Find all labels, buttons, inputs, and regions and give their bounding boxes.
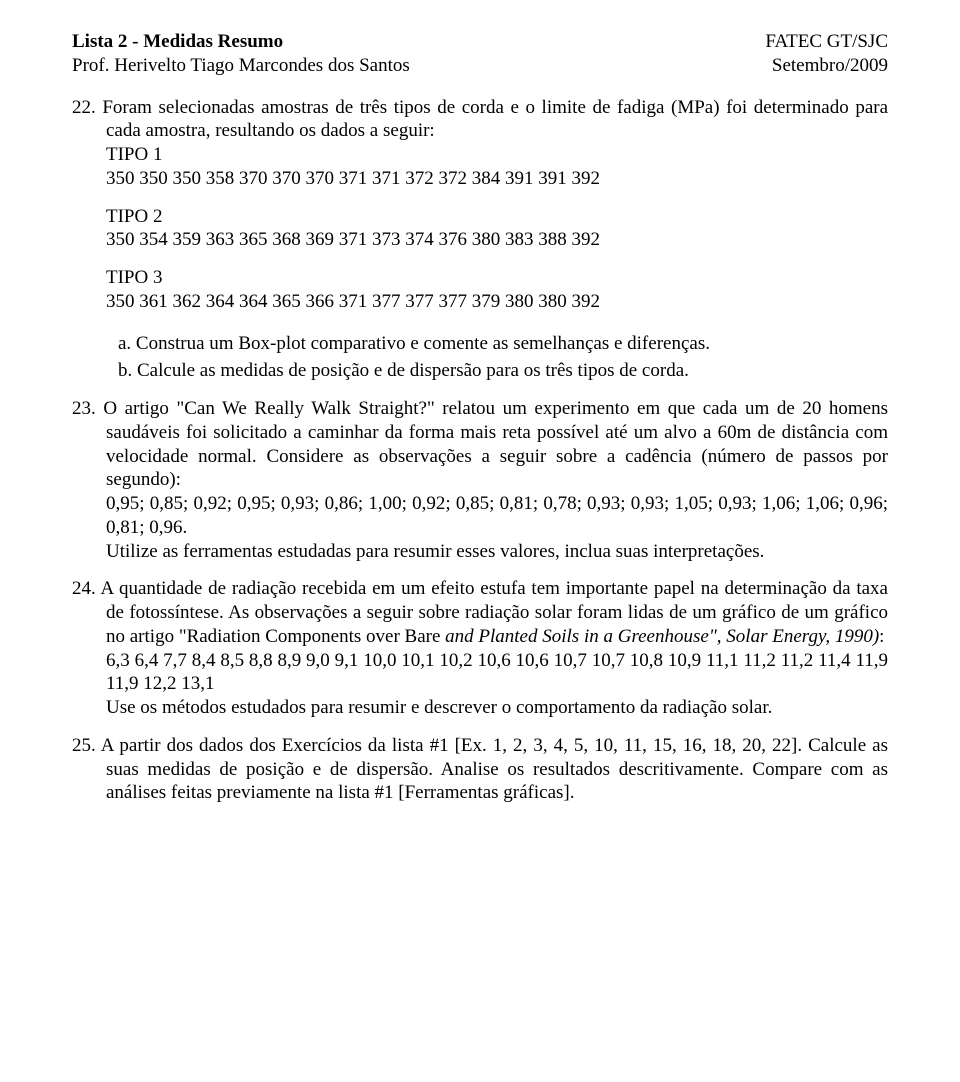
q22-tipo1-data: 350 350 350 358 370 370 370 371 371 372 … [72,167,888,191]
question-23: 23. O artigo "Can We Really Walk Straigh… [72,397,888,563]
q22-tipo3-data: 350 361 362 364 364 365 366 371 377 377 … [72,290,888,314]
q23-instruction: Utilize as ferramentas estudadas para re… [72,540,888,564]
q24-body: 24. A quantidade de radiação recebida em… [72,577,888,648]
q22-tipo3-label: TIPO 3 [72,266,888,290]
q25-body: 25. A partir dos dados dos Exercícios da… [72,734,888,805]
header-institution: FATEC GT/SJC [765,30,888,54]
q22-item-b: b. Calcule as medidas de posição e de di… [72,359,888,383]
question-25: 25. A partir dos dados dos Exercícios da… [72,734,888,805]
q22-number: 22. [72,97,96,118]
q24-p1c: : [879,626,884,647]
q22-intro-text: Foram selecionadas amostras de três tipo… [102,97,888,142]
header-author: Prof. Herivelto Tiago Marcondes dos Sant… [72,54,410,78]
q22-intro: 22. Foram selecionadas amostras de três … [72,96,888,144]
document-page: Lista 2 - Medidas Resumo Prof. Herivelto… [0,0,960,849]
q24-p1b: and Planted Soils in a Greenhouse", Sola… [445,626,879,647]
q23-data: 0,95; 0,85; 0,92; 0,95; 0,93; 0,86; 1,00… [72,492,888,540]
page-header: Lista 2 - Medidas Resumo Prof. Herivelto… [72,30,888,78]
q22-tipo1-label: TIPO 1 [72,143,888,167]
q22-tipo2-data: 350 354 359 363 365 368 369 371 373 374 … [72,228,888,252]
header-date: Setembro/2009 [772,54,888,78]
question-24: 24. A quantidade de radiação recebida em… [72,577,888,720]
q23-number: 23. [72,398,96,419]
question-list: 22. Foram selecionadas amostras de três … [72,96,888,806]
question-22: 22. Foram selecionadas amostras de três … [72,96,888,384]
header-title: Lista 2 - Medidas Resumo [72,30,410,54]
q23-p1: O artigo "Can We Really Walk Straight?" … [103,398,888,490]
header-left: Lista 2 - Medidas Resumo Prof. Herivelto… [72,30,410,78]
q23-body: 23. O artigo "Can We Really Walk Straigh… [72,397,888,492]
header-right: FATEC GT/SJC Setembro/2009 [765,30,888,78]
q22-tipo2-label: TIPO 2 [72,205,888,229]
q25-text: A partir dos dados dos Exercícios da lis… [101,735,888,804]
q25-number: 25. [72,735,96,756]
q22-item-a: a. Construa um Box-plot comparativo e co… [72,332,888,356]
q24-instruction: Use os métodos estudados para resumir e … [72,696,888,720]
q24-number: 24. [72,578,96,599]
q24-data: 6,3 6,4 7,7 8,4 8,5 8,8 8,9 9,0 9,1 10,0… [72,649,888,697]
